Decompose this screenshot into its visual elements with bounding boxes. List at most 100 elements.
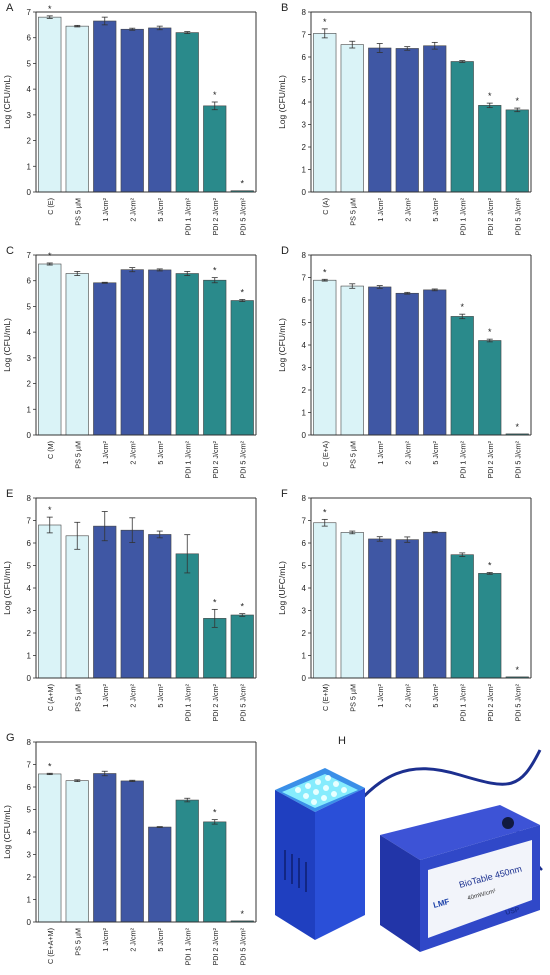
significance-marker: * xyxy=(213,808,217,818)
x-category-label: PDI 5 J/cm² xyxy=(513,197,522,235)
y-tick-label: 1 xyxy=(27,896,32,905)
y-tick-label: 7 xyxy=(302,517,307,526)
significance-marker: * xyxy=(213,597,217,607)
y-tick-label: 4 xyxy=(27,85,32,94)
y-axis-label: Log (CFU/mL) xyxy=(2,75,12,129)
device-label-plate xyxy=(428,840,532,938)
y-tick-label: 7 xyxy=(302,274,307,283)
y-tick-label: 4 xyxy=(302,98,307,107)
x-category-label: 2 J/cm² xyxy=(403,197,412,221)
x-category-label: 2 J/cm² xyxy=(403,440,412,464)
x-category-label: PDI 1 J/cm² xyxy=(458,197,467,235)
panel-label: A xyxy=(6,2,14,14)
x-category-label: 1 J/cm² xyxy=(101,440,110,464)
x-category-label: 1 J/cm² xyxy=(376,683,385,707)
y-tick-label: 7 xyxy=(27,761,32,770)
x-category-label: PS 5 µM xyxy=(73,198,82,226)
y-tick-label: 2 xyxy=(27,137,32,146)
y-tick-label: 6 xyxy=(27,277,32,286)
x-category-label: 2 J/cm² xyxy=(128,927,137,951)
bar xyxy=(175,799,199,923)
y-tick-label: 3 xyxy=(27,607,32,616)
x-category-label: PDI 1 J/cm² xyxy=(183,197,192,235)
y-tick-label: 6 xyxy=(27,783,32,792)
y-tick-label: 1 xyxy=(27,162,32,171)
y-tick-label: 2 xyxy=(302,386,307,395)
bar xyxy=(423,289,447,436)
y-tick-label: 5 xyxy=(302,562,307,571)
y-tick-label: 2 xyxy=(27,380,32,389)
bar xyxy=(38,16,62,193)
x-category-label: PDI 5 J/cm² xyxy=(238,440,247,478)
y-tick-label: 5 xyxy=(302,319,307,328)
x-category-label: C (M) xyxy=(46,441,55,459)
panel-label: F xyxy=(281,488,288,500)
y-tick-label: 4 xyxy=(27,328,32,337)
bar xyxy=(230,614,254,679)
bar-chart-g: G Log (CFU/mL) 0 1 2 3 4 5 6 7 8 * C (E+A+M) PS 5 µM 1… xyxy=(2,732,257,966)
x-category-label: PDI 1 J/cm² xyxy=(183,927,192,965)
significance-marker: * xyxy=(240,909,244,919)
significance-marker: * xyxy=(48,505,52,515)
bar xyxy=(203,821,227,923)
bar xyxy=(65,273,89,436)
x-category-label: PDI 5 J/cm² xyxy=(238,197,247,235)
significance-marker: * xyxy=(48,4,52,14)
x-category-label: PDI 5 J/cm² xyxy=(238,683,247,721)
significance-marker: * xyxy=(240,287,244,297)
x-category-label: 5 J/cm² xyxy=(431,683,440,707)
panel-label: D xyxy=(281,245,289,257)
bar xyxy=(203,279,227,436)
led-lamp xyxy=(275,768,365,940)
x-category-label: PDI 2 J/cm² xyxy=(211,440,220,478)
y-tick-label: 0 xyxy=(27,188,32,197)
bar xyxy=(340,285,364,436)
bar xyxy=(313,33,337,193)
y-tick-label: 6 xyxy=(302,296,307,305)
lab-logo: LMF xyxy=(432,897,450,910)
y-axis-label: Log (CFU/mL) xyxy=(277,318,287,372)
led-array xyxy=(295,775,347,805)
bar xyxy=(340,532,364,679)
x-category-label: 1 J/cm² xyxy=(101,927,110,951)
chart-panel-c: C Log (CFU/mL) 0 1 2 3 4 5 6 7 * C (M) PS 5 µM 1 J/cm… xyxy=(0,243,270,483)
y-tick-label: 0 xyxy=(27,918,32,927)
bar xyxy=(395,292,419,436)
x-category-label: PS 5 µM xyxy=(348,441,357,469)
bar xyxy=(93,773,117,923)
y-axis-label: Log (CFU/mL) xyxy=(2,561,12,615)
y-tick-label: 7 xyxy=(27,8,32,17)
x-category-label: PS 5 µM xyxy=(73,684,82,712)
bar xyxy=(175,273,199,436)
bar-chart-f: F Log (UFC/mL) 0 1 2 3 4 5 6 7 8 * C (E+M) PS 5 µM 1 J… xyxy=(277,488,532,722)
x-category-label: PDI 2 J/cm² xyxy=(486,683,495,721)
y-tick-label: 8 xyxy=(302,494,307,503)
y-tick-label: 8 xyxy=(27,738,32,747)
cable xyxy=(338,749,542,826)
y-tick-label: 6 xyxy=(302,53,307,62)
y-tick-label: 8 xyxy=(302,8,307,17)
y-tick-label: 6 xyxy=(302,539,307,548)
chart-panel-g: G Log (CFU/mL) 0 1 2 3 4 5 6 7 8 * C (E+A+M) PS 5 µM 1… xyxy=(0,730,270,970)
x-category-label: 5 J/cm² xyxy=(156,197,165,221)
bar xyxy=(120,269,144,436)
significance-marker: * xyxy=(488,327,492,337)
y-tick-label: 0 xyxy=(27,431,32,440)
y-axis-label: Log (UFC/mL) xyxy=(277,561,287,615)
x-category-label: PDI 1 J/cm² xyxy=(458,683,467,721)
bar xyxy=(313,522,337,679)
significance-marker: * xyxy=(240,602,244,612)
bar xyxy=(478,573,502,679)
y-tick-label: 2 xyxy=(27,629,32,638)
y-tick-label: 5 xyxy=(27,562,32,571)
significance-marker: * xyxy=(488,560,492,570)
y-tick-label: 2 xyxy=(302,143,307,152)
chart-panel-d: D Log (CFU/mL) 0 1 2 3 4 5 6 7 8 * C (E+A) PS 5 µM 1 J… xyxy=(275,243,545,483)
x-category-label: C (E) xyxy=(46,198,55,215)
y-tick-label: 6 xyxy=(27,34,32,43)
y-tick-label: 3 xyxy=(27,111,32,120)
x-category-label: PS 5 µM xyxy=(73,441,82,469)
controller-box: BioTable 450nm 40mW/cm² LMF USP xyxy=(380,805,540,952)
power-knob xyxy=(502,817,514,829)
y-tick-label: 0 xyxy=(302,674,307,683)
